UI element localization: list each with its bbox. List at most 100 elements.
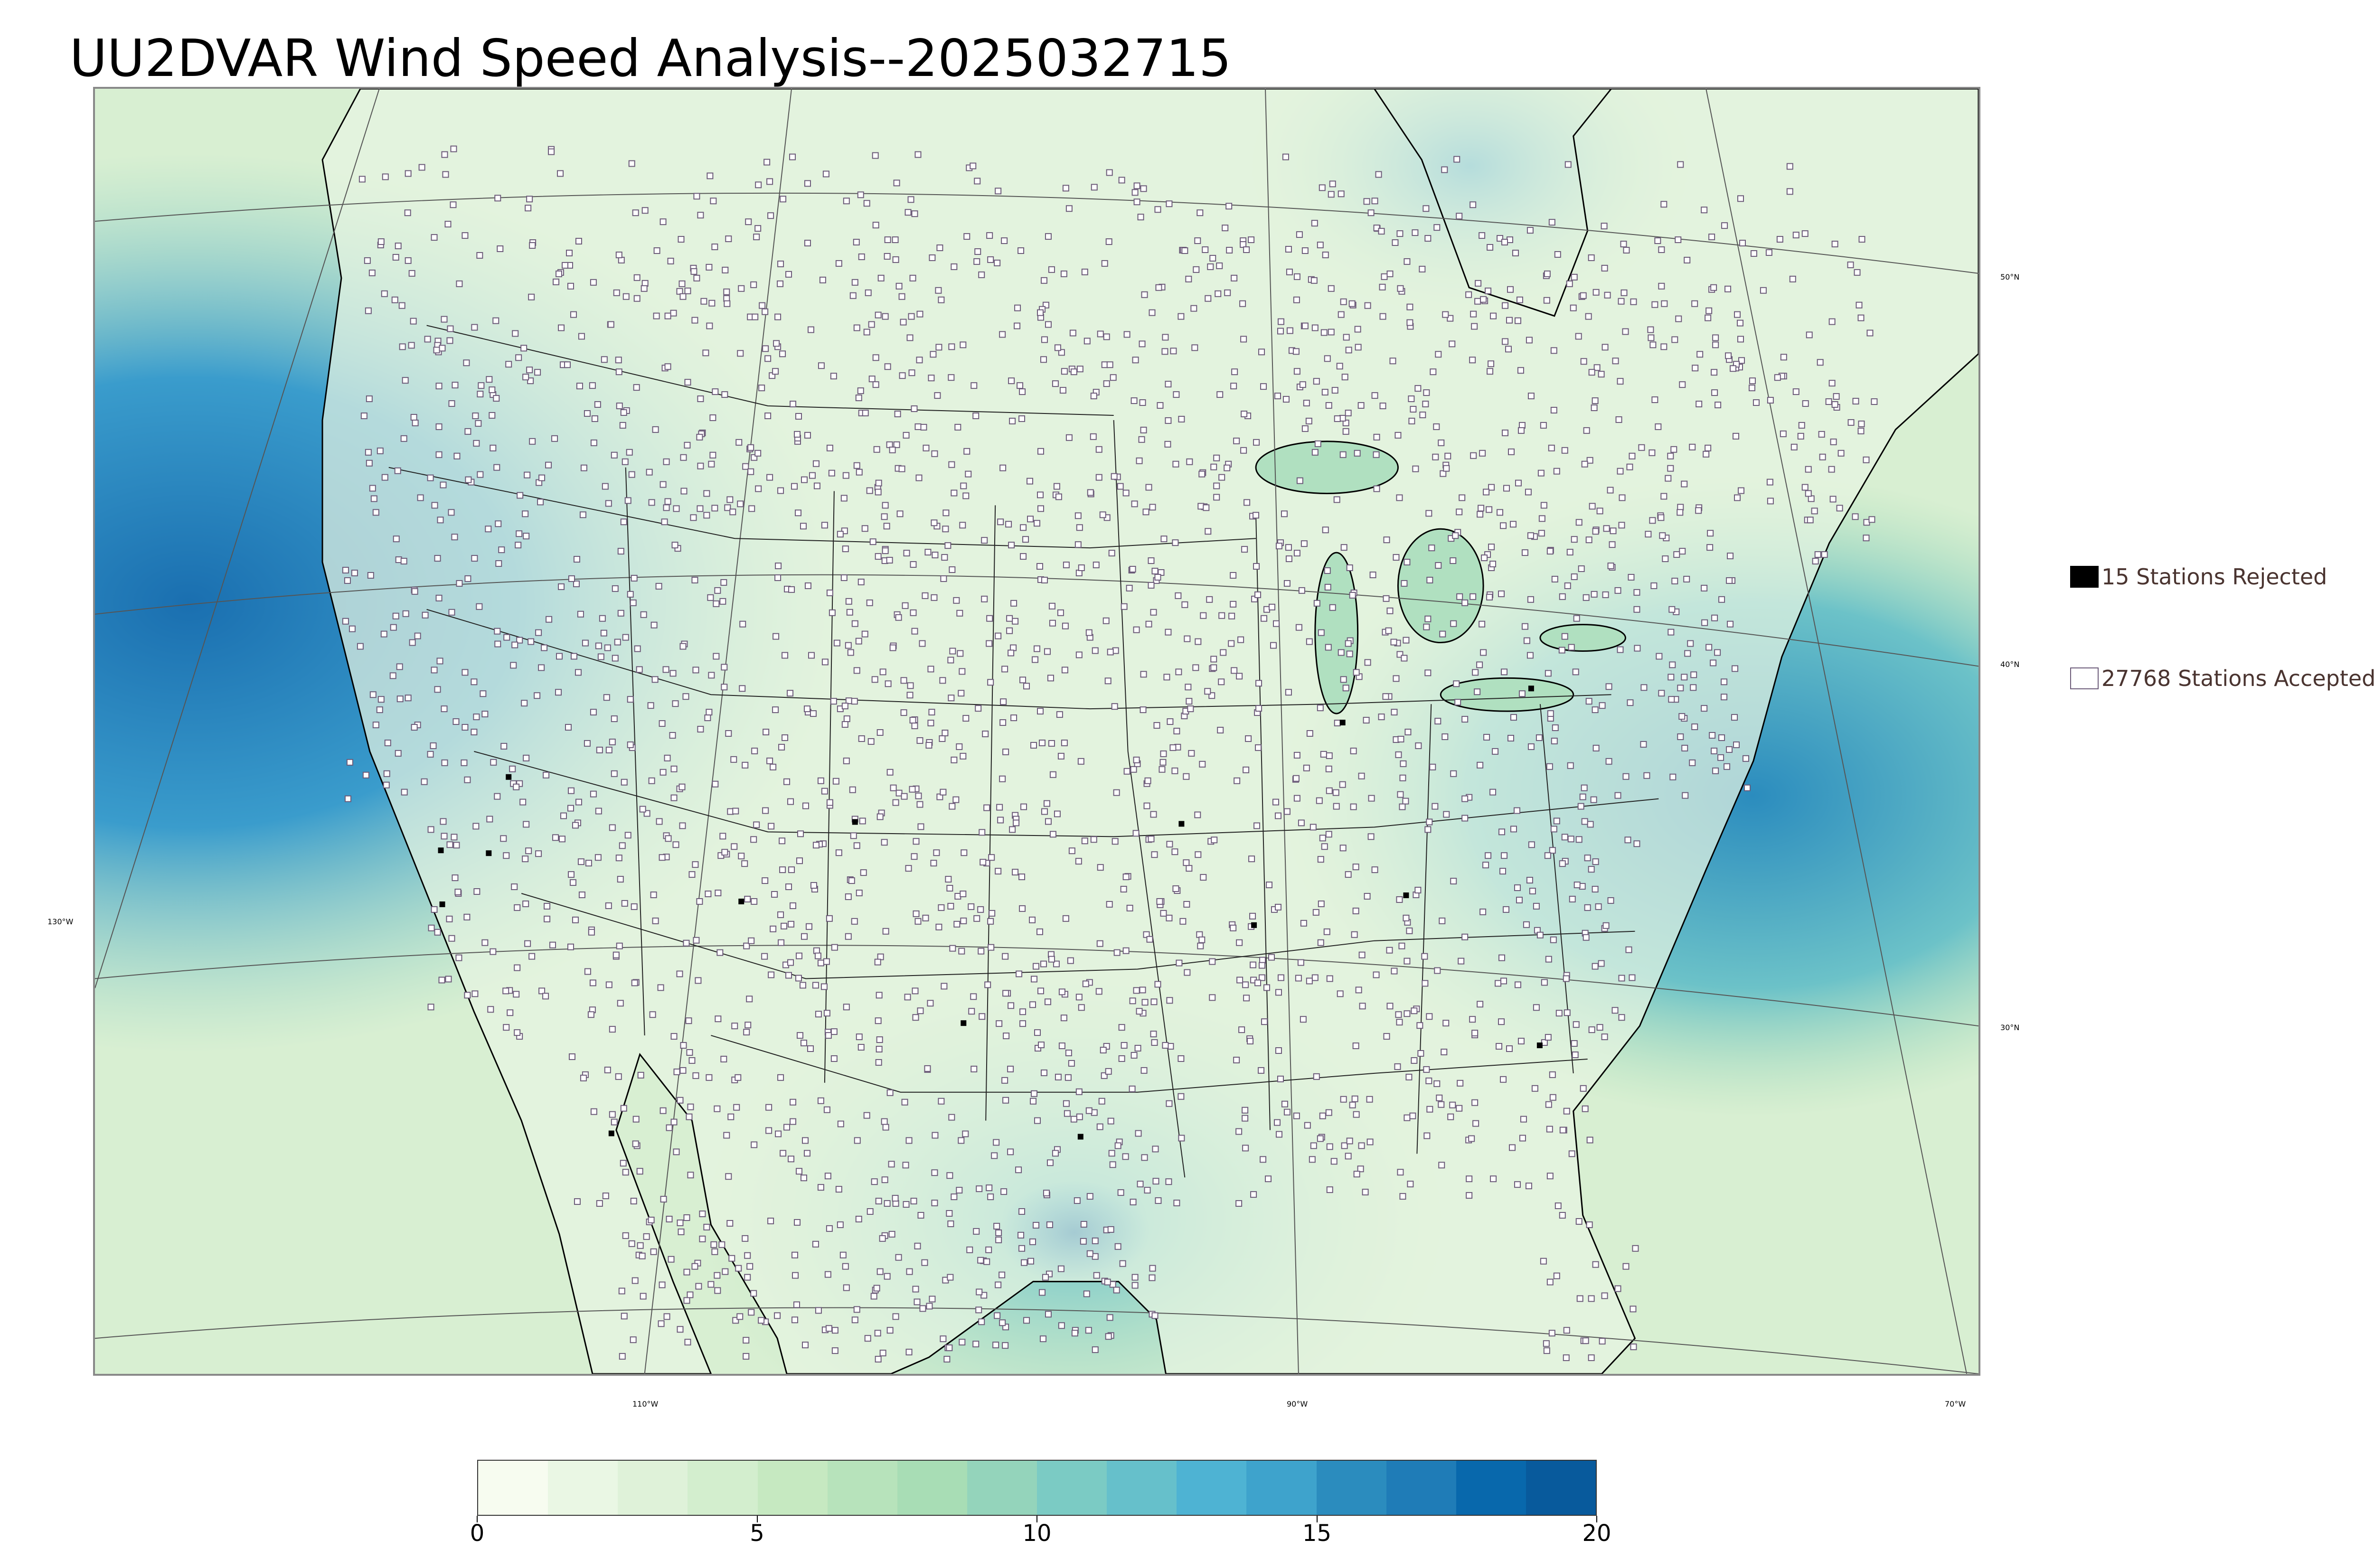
accepted-station-marker <box>767 212 774 219</box>
accepted-station-marker <box>1325 831 1332 838</box>
accepted-station-marker <box>1630 1305 1637 1313</box>
accepted-station-marker <box>1579 793 1586 800</box>
accepted-station-marker <box>1249 912 1256 920</box>
accepted-station-marker <box>391 296 398 303</box>
accepted-station-marker <box>848 877 855 884</box>
accepted-station-marker <box>1292 348 1300 355</box>
accepted-station-marker <box>664 754 671 761</box>
accepted-station-marker <box>1318 629 1325 636</box>
accepted-station-marker <box>1545 956 1552 963</box>
accepted-station-marker <box>871 676 878 683</box>
accepted-station-marker <box>682 693 689 700</box>
accepted-station-marker <box>514 1029 521 1036</box>
accepted-station-marker <box>560 812 567 819</box>
accepted-station-marker <box>684 1339 691 1346</box>
accepted-station-marker <box>1164 441 1171 448</box>
accepted-station-marker <box>1352 864 1359 871</box>
accepted-station-marker <box>1345 871 1352 878</box>
accepted-station-marker <box>572 916 579 923</box>
accepted-station-marker <box>1671 577 1678 584</box>
accepted-station-marker <box>404 209 411 216</box>
accepted-station-marker <box>926 1303 933 1310</box>
accepted-station-marker <box>619 1353 626 1360</box>
accepted-station-marker <box>881 513 888 520</box>
accepted-station-marker <box>529 242 536 249</box>
accepted-station-marker <box>1031 976 1037 983</box>
accepted-station-marker <box>687 1172 694 1179</box>
accepted-station-marker <box>1215 290 1222 297</box>
accepted-station-marker <box>603 694 610 701</box>
accepted-station-marker <box>965 470 972 478</box>
accepted-station-marker <box>1622 1263 1630 1270</box>
accepted-station-marker <box>866 487 873 494</box>
accepted-station-marker <box>1337 990 1344 997</box>
accepted-station-marker <box>1541 979 1548 986</box>
accepted-station-marker <box>1393 554 1400 561</box>
accepted-station-marker <box>1055 1073 1062 1080</box>
accepted-station-marker <box>377 696 385 703</box>
accepted-station-marker <box>1709 732 1716 739</box>
accepted-station-marker <box>494 628 501 635</box>
accepted-station-marker <box>1523 921 1530 928</box>
accepted-station-marker <box>973 258 980 265</box>
accepted-station-marker <box>661 518 668 526</box>
accepted-station-marker <box>534 369 541 376</box>
accepted-station-marker <box>1350 803 1357 810</box>
accepted-station-marker <box>1502 302 1508 309</box>
accepted-station-marker <box>599 615 606 622</box>
accepted-station-marker <box>609 1026 616 1033</box>
accepted-station-marker <box>1667 465 1674 472</box>
accepted-station-marker <box>1293 368 1300 375</box>
accepted-station-marker <box>589 382 596 389</box>
accepted-station-marker <box>1171 767 1178 774</box>
accepted-station-marker <box>1721 222 1728 229</box>
accepted-station-marker <box>849 786 856 793</box>
accepted-station-marker <box>1043 1190 1050 1197</box>
accepted-station-marker <box>1443 465 1450 472</box>
accepted-station-marker <box>634 645 641 652</box>
accepted-station-marker <box>693 193 700 200</box>
accepted-station-marker <box>1020 803 1027 810</box>
accepted-station-marker <box>1285 689 1292 696</box>
accepted-station-marker <box>601 356 608 363</box>
accepted-station-marker <box>765 1127 772 1134</box>
accepted-station-marker <box>892 236 899 244</box>
accepted-station-marker <box>522 900 529 907</box>
accepted-station-marker <box>804 432 811 439</box>
accepted-station-marker <box>1601 264 1608 272</box>
accepted-station-marker <box>941 554 948 561</box>
accepted-station-marker <box>1135 1130 1142 1137</box>
accepted-station-marker <box>842 545 849 553</box>
accepted-station-marker <box>514 904 521 911</box>
accepted-station-marker <box>979 1013 986 1020</box>
accepted-station-marker <box>1421 953 1428 960</box>
lon-label-70w: 70°W <box>1945 1399 1966 1408</box>
accepted-station-marker <box>889 446 896 453</box>
accepted-station-marker <box>1604 291 1611 299</box>
accepted-station-marker <box>872 354 879 361</box>
accepted-station-marker <box>1183 773 1190 780</box>
accepted-station-marker <box>516 637 523 644</box>
accepted-station-marker <box>436 657 443 665</box>
accepted-station-marker <box>400 558 407 565</box>
accepted-station-marker <box>1285 246 1292 253</box>
accepted-station-marker <box>815 1011 822 1018</box>
accepted-station-marker <box>471 990 479 997</box>
accepted-station-marker <box>1014 322 1021 329</box>
accepted-station-marker <box>1048 266 1055 273</box>
accepted-station-marker <box>541 644 548 651</box>
accepted-station-marker <box>1868 516 1875 523</box>
accepted-station-marker <box>970 382 978 389</box>
accepted-station-marker <box>762 308 769 315</box>
accepted-station-marker <box>719 598 726 605</box>
accepted-station-marker <box>770 763 777 770</box>
accepted-station-marker <box>1819 453 1826 460</box>
accepted-station-marker <box>722 1268 729 1275</box>
accepted-station-marker <box>1767 397 1774 404</box>
accepted-station-marker <box>473 714 480 721</box>
accepted-station-marker <box>577 858 584 865</box>
accepted-station-marker <box>448 509 455 516</box>
accepted-station-marker <box>764 355 772 362</box>
accepted-station-marker <box>1706 544 1714 551</box>
accepted-station-marker <box>590 439 597 446</box>
